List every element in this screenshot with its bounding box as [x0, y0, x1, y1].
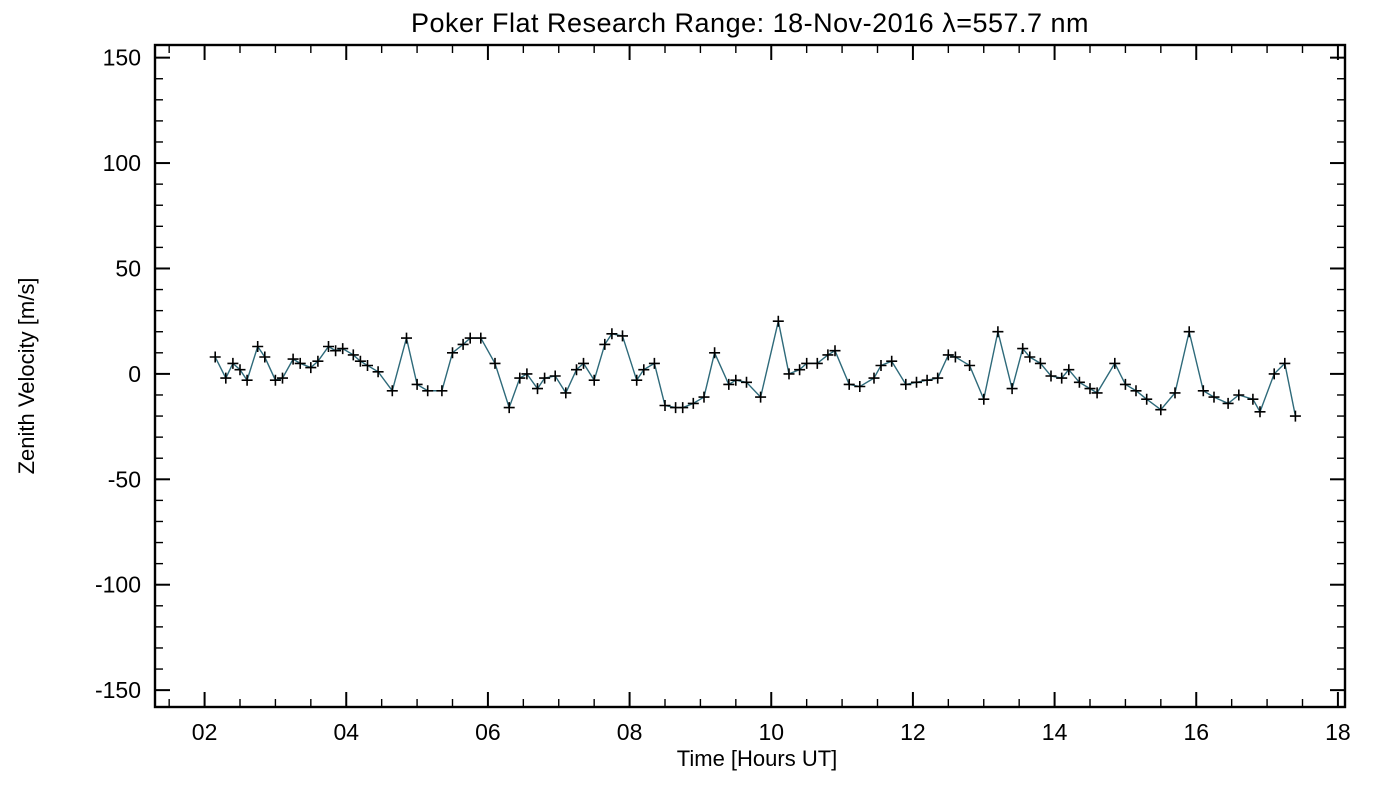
plot-layer: 02 04 06 08 10 12 14 16 18 -150 -100 -50 0 50 100 150 [95, 43, 1351, 745]
x-major-ticks [203, 45, 1339, 707]
x-tick-label: 12 [900, 719, 926, 745]
x-tick-label: 16 [1183, 719, 1209, 745]
chart-title: Poker Flat Research Range: 18-Nov-2016 λ… [411, 8, 1089, 38]
x-tick-label: 10 [758, 719, 784, 745]
y-tick-label: -150 [95, 677, 141, 703]
x-tick-label: 06 [475, 719, 501, 745]
y-tick-label: 100 [103, 150, 141, 176]
x-tick-label: 18 [1325, 719, 1351, 745]
y-axis-label: Zenith Velocity [m/s] [14, 278, 39, 475]
x-tick-label: 08 [617, 719, 643, 745]
x-tick-label: 14 [1042, 719, 1068, 745]
y-tick-label: -50 [108, 466, 141, 492]
y-major-ticks [155, 56, 1345, 692]
x-minor-ticks [168, 45, 1304, 707]
x-tick-label: 02 [192, 719, 218, 745]
axis-frame [153, 43, 1347, 709]
y-tick-label: 50 [115, 255, 141, 281]
y-minor-ticks [155, 78, 1345, 670]
data-line [214, 321, 1297, 417]
y-tick-label: 150 [103, 45, 141, 71]
x-tick-label: 04 [333, 719, 359, 745]
y-tick-label: 0 [128, 361, 141, 387]
data-markers [209, 315, 1301, 422]
y-tick-label: -100 [95, 572, 141, 598]
x-axis-label: Time [Hours UT] [677, 746, 838, 771]
